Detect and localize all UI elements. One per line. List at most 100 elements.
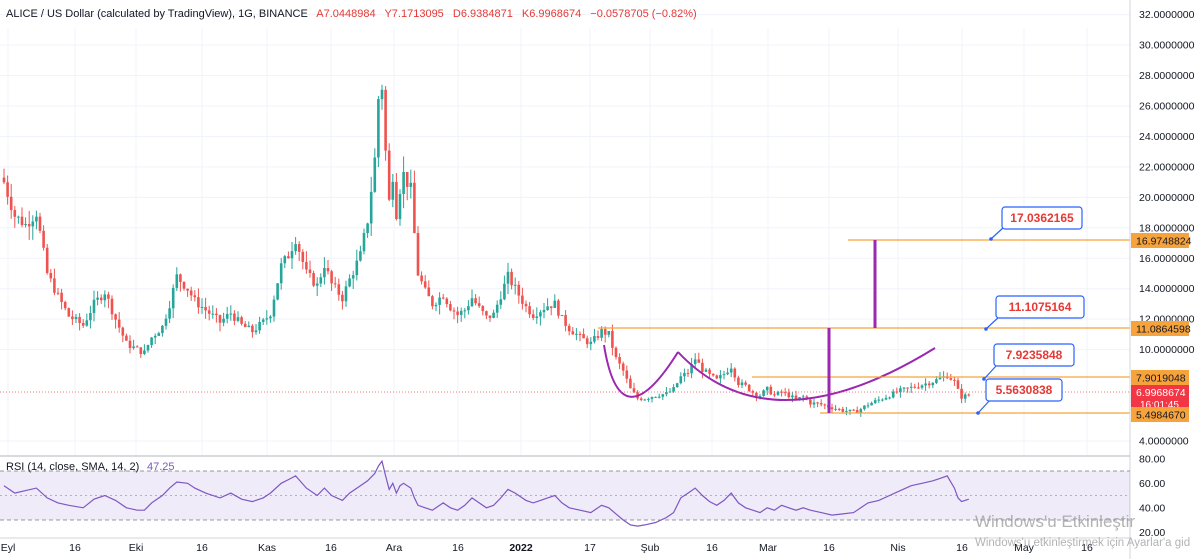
candle-body [373, 157, 377, 192]
watermark-line2: Windows'u etkinleştirmek için Ayarlar'a … [975, 537, 1190, 549]
candle-body [449, 304, 452, 311]
candle-body [434, 304, 438, 307]
callout-17[interactable]: 17.0362165 [989, 206, 1083, 241]
candle-body [132, 346, 135, 348]
candle-body [963, 394, 967, 399]
candle-body [42, 230, 45, 248]
rsi-tick-1: 60.00 [1139, 478, 1165, 490]
candle-body [31, 221, 35, 227]
candle-body [747, 384, 751, 392]
candle-body [369, 191, 373, 224]
candle-body [625, 370, 629, 379]
candle-body [24, 224, 27, 226]
candle-body [675, 383, 679, 388]
candle-body [366, 223, 369, 234]
time-axis-ticks: Eyl 16 Eki 16 Kas 16 Ara 16 2022 17 Şub 16 Mar 16 Nis 1… [1, 542, 1093, 554]
candle-body [661, 394, 665, 397]
candle-body [283, 256, 287, 264]
candle-body [6, 182, 9, 197]
candle-body [17, 216, 20, 218]
candle-body [117, 319, 121, 328]
price-label-l1: 16.9748824 [1136, 236, 1192, 248]
callout-5-text: 5.5630838 [996, 383, 1053, 397]
candle-body [168, 308, 171, 319]
candle-body [557, 300, 560, 316]
callout-5[interactable]: 5.5630838 [976, 378, 1063, 415]
windows-activation-watermark: Windows'u Etkinleştir Windows'u etkinleş… [975, 512, 1190, 549]
time-tick-6: Ara [386, 542, 403, 554]
price-axis[interactable]: 32.0000000 30.0000000 28.0000000 26.0000000… [1129, 0, 1195, 559]
candle-body [708, 369, 711, 374]
candle-body [834, 408, 837, 410]
candle-body [737, 377, 740, 386]
candle-body [71, 316, 74, 320]
candle-body [513, 284, 517, 286]
price-label-current: 6.9968674 [1136, 387, 1186, 399]
candle-body [402, 172, 405, 195]
candle-body [683, 373, 686, 377]
candle-body [380, 89, 384, 100]
candle-body [431, 296, 434, 307]
candle-body [254, 330, 258, 333]
callout-11[interactable]: 11.1075164 [984, 295, 1085, 331]
chart-grid [0, 14, 1130, 455]
time-tick-3: 16 [196, 542, 208, 554]
candle-body [852, 409, 855, 411]
candle-body [873, 400, 877, 403]
time-axis[interactable]: Eyl 16 Eki 16 Kas 16 Ara 16 2022 17 Şub 16 Mar 16 Nis 1… [0, 537, 1130, 554]
candle-body [341, 294, 344, 302]
time-tick-7: 16 [452, 542, 464, 554]
candle-body [125, 335, 128, 341]
time-tick-10: Şub [641, 542, 660, 554]
candle-body [845, 411, 848, 413]
candle-body [528, 306, 531, 315]
candle-body [816, 402, 819, 404]
candle-body [740, 382, 744, 386]
time-tick-2: Eki [129, 542, 144, 554]
candle-body [81, 322, 85, 326]
callout-7[interactable]: 7.9235848 [982, 343, 1075, 381]
candle-body [294, 244, 297, 252]
candle-body [409, 182, 413, 187]
candle-body [542, 310, 546, 313]
candle-body [53, 278, 56, 293]
candle-body [751, 391, 755, 393]
candle-body [467, 306, 470, 311]
candle-body [585, 338, 589, 345]
candle-body [618, 357, 621, 364]
candle-body [578, 333, 582, 335]
candle-body [571, 331, 575, 335]
candle-body [859, 409, 863, 413]
candle-body [909, 386, 913, 388]
candle-body [819, 403, 823, 405]
candle-body [416, 233, 420, 276]
candle-body [384, 89, 387, 151]
candle-body [377, 99, 380, 158]
candle-body [801, 396, 805, 398]
rsi-axis-ticks: 80.00 60.00 40.00 20.00 [1139, 453, 1165, 539]
price-label-l4: 5.4984670 [1136, 410, 1186, 422]
candle-body [715, 375, 719, 379]
candle-body [218, 315, 222, 323]
candle-body [686, 373, 690, 375]
candles-layer [2, 84, 971, 417]
candle-body [215, 313, 218, 316]
candle-body [236, 317, 240, 321]
candle-body [603, 329, 607, 335]
price-tick-1: 30.0000000 [1139, 40, 1195, 52]
candle-body [362, 233, 366, 252]
candle-body [589, 341, 593, 345]
candle-body [319, 277, 323, 284]
candle-body [643, 399, 647, 401]
svg-text:ALICE / US Dollar (calculated: ALICE / US Dollar (calculated by Trading… [6, 8, 697, 20]
ohlc-high: Y7.1713095 [384, 8, 443, 20]
candle-body [441, 297, 445, 299]
candle-body [672, 387, 675, 392]
candle-body [164, 318, 168, 326]
candle-body [499, 299, 503, 305]
price-tick-12: 4.0000000 [1139, 435, 1189, 447]
candle-body [704, 369, 708, 372]
candle-body [560, 315, 564, 317]
candle-body [74, 316, 78, 320]
